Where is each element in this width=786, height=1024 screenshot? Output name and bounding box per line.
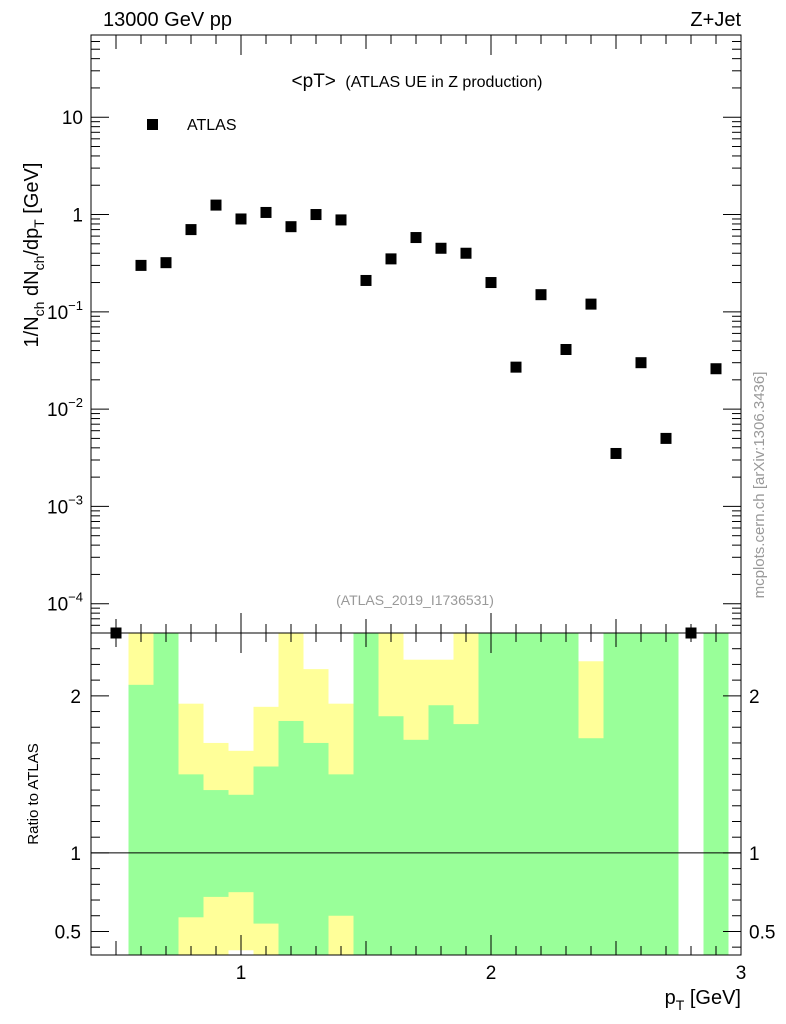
ratio-band-inner — [153, 633, 179, 955]
ratio-band-inner — [203, 790, 229, 897]
data-point — [235, 213, 247, 225]
data-point — [335, 214, 347, 226]
data-point — [585, 298, 597, 310]
main-ytick-label: 1 — [72, 206, 83, 227]
legend-marker-atlas — [147, 119, 158, 130]
ratio-band-inner — [378, 716, 404, 955]
ratio-band-inner — [278, 720, 304, 955]
data-point — [460, 247, 472, 259]
data-point — [660, 432, 672, 444]
ratio-ylabel: Ratio to ATLAS — [25, 743, 42, 844]
main-ytick-label: 10 — [62, 108, 83, 129]
data-point — [510, 361, 522, 373]
ratio-ytick-label-right: 2 — [749, 687, 760, 708]
plot-title-sub: (ATLAS UE in Z production) — [345, 74, 542, 91]
main-ylabel: 1/Nch dNch/dpT [GeV] — [21, 163, 47, 348]
ratio-band-inner — [228, 794, 254, 893]
ratio-band-inner — [528, 633, 554, 955]
x-axis-label: pT [GeV] — [665, 987, 741, 1013]
energy-label: 13000 GeV pp — [103, 9, 232, 31]
plot-title-main: <pT> — [292, 71, 336, 92]
ratio-band-inner — [478, 633, 504, 955]
data-point — [260, 206, 272, 218]
ratio-band-inner — [453, 724, 479, 955]
data-point — [285, 221, 297, 233]
data-point — [535, 289, 547, 301]
ratio-ytick-label-left: 1 — [70, 844, 81, 865]
ratio-band-inner — [603, 633, 629, 955]
ratio-ytick-label-left: 0.5 — [55, 922, 81, 943]
data-point — [635, 357, 647, 369]
main-ytick-label: 10−2 — [47, 395, 83, 421]
ratio-band-inner — [428, 705, 454, 955]
main-ytick-labels: 10−4 10−3 10−2 10−1 1 10 — [47, 108, 83, 615]
data-point — [560, 343, 572, 355]
data-points — [110, 199, 722, 639]
ratio-plot: 0.5 0.5 1 1 2 2 1 2 3 Ratio to ATLAS pT [GeV] — [25, 632, 776, 1013]
legend-label-atlas: ATLAS — [187, 117, 237, 134]
data-point — [310, 209, 322, 221]
ratio-tick-labels: 0.5 0.5 1 1 2 2 1 2 3 — [55, 687, 776, 984]
ratio-ytick-label-right: 1 — [749, 844, 760, 865]
watermark: mcplots.cern.ch [arXiv:1306.3436] — [751, 372, 768, 599]
main-ytick-label: 10−1 — [47, 298, 83, 324]
ratio-ytick-label-left: 2 — [70, 687, 81, 708]
ratio-band-inner — [653, 633, 679, 955]
ratio-band-inner — [503, 633, 529, 955]
ratio-bands — [128, 633, 729, 955]
analysis-id: (ATLAS_2019_I1736531) — [336, 592, 494, 608]
data-point — [185, 224, 197, 236]
ratio-band-inner — [703, 633, 729, 955]
ratio-band-inner — [628, 633, 654, 955]
plot-title: <pT> (ATLAS UE in Z production) — [292, 71, 543, 92]
data-point — [710, 363, 722, 375]
ratio-band-inner — [403, 739, 429, 955]
data-point — [385, 253, 397, 265]
data-point — [135, 259, 147, 271]
process-label: Z+Jet — [690, 9, 741, 31]
xtick-label: 3 — [736, 963, 747, 984]
main-ytick-label: 10−3 — [47, 492, 83, 518]
main-ytick-label: 10−4 — [47, 590, 83, 616]
ratio-band-inner — [178, 774, 204, 918]
ratio-band-inner — [578, 738, 604, 955]
xtick-label: 2 — [486, 963, 497, 984]
ratio-band-inner — [353, 633, 379, 955]
ratio-band-inner — [253, 766, 279, 924]
data-point — [360, 274, 372, 286]
xtick-label: 1 — [236, 963, 247, 984]
ratio-band-inner — [303, 742, 329, 955]
ratio-ytick-label-right: 0.5 — [749, 922, 775, 943]
ratio-band-inner — [328, 774, 354, 916]
ratio-band-inner — [128, 684, 154, 955]
main-plot: 10−4 10−3 10−2 10−1 1 10 <pT> (ATLAS UE in Z … — [21, 34, 742, 639]
data-point — [435, 242, 447, 254]
legend: ATLAS — [147, 117, 237, 134]
main-ticks — [90, 34, 742, 634]
data-point — [160, 257, 172, 269]
data-point — [610, 447, 622, 459]
ratio-band-inner — [553, 633, 579, 955]
data-point — [210, 199, 222, 211]
ratio-ticks — [90, 632, 742, 955]
data-point — [410, 232, 422, 244]
data-point — [485, 277, 497, 289]
